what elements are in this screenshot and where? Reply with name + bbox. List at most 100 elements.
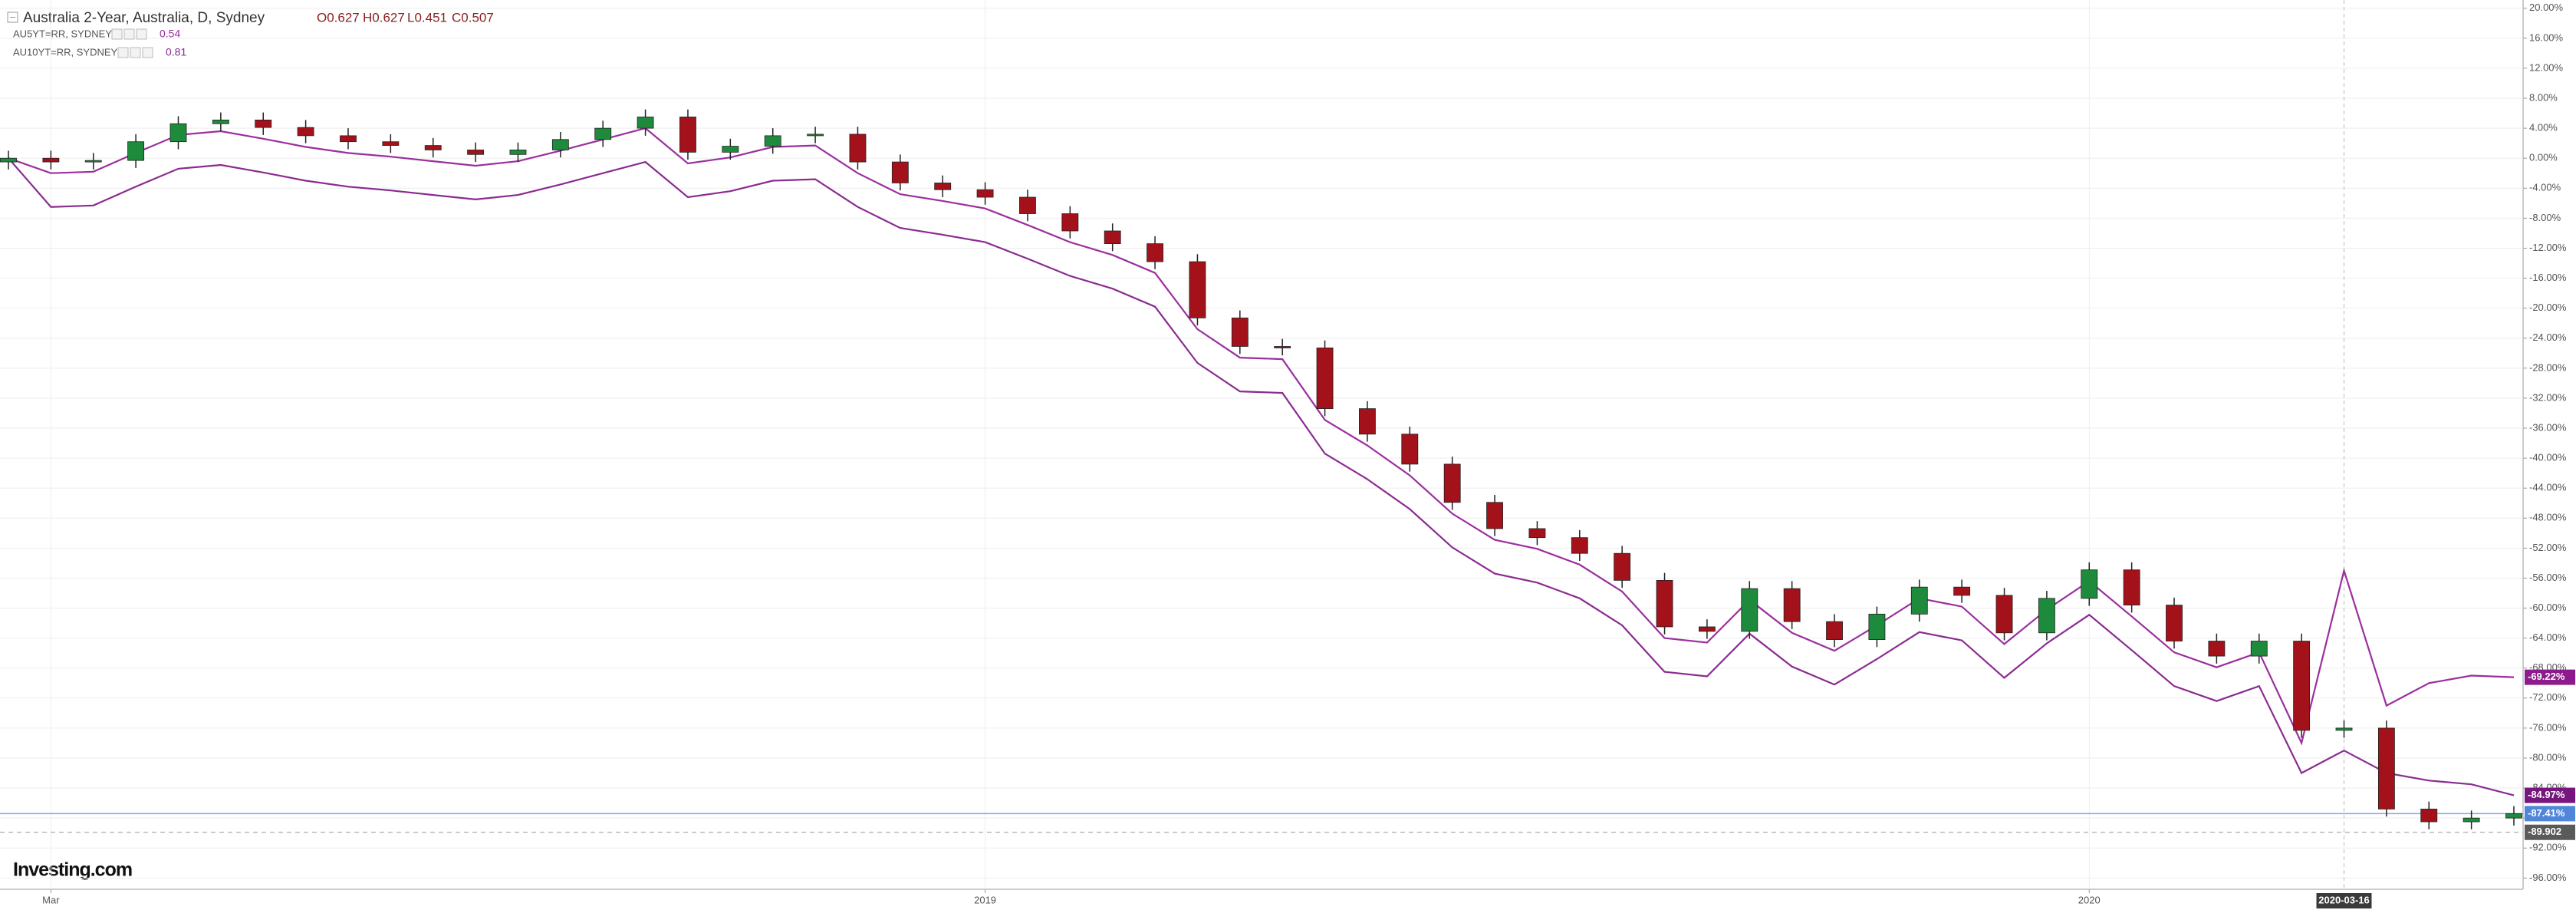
candle-body <box>2335 727 2353 731</box>
candle-body <box>1614 552 1631 581</box>
legend-icon <box>117 47 129 58</box>
candle-body <box>1019 196 1036 214</box>
y-tick-label: 0.00% <box>2529 152 2558 163</box>
candle-body <box>849 134 867 163</box>
candle-body <box>2166 605 2183 641</box>
reference-label: -89.902 <box>2528 826 2561 837</box>
y-tick-label: -4.00% <box>2529 182 2561 193</box>
legend-value: 0.54 <box>160 28 180 40</box>
series-last-label-box <box>2525 669 2575 685</box>
candle-body <box>1189 261 1206 318</box>
legend-icon <box>142 47 153 58</box>
y-tick-label: -12.00% <box>2529 242 2567 253</box>
candle-body <box>2377 727 2395 809</box>
candle-body <box>807 134 824 137</box>
y-tick-label: 16.00% <box>2529 31 2564 43</box>
y-tick-label: 20.00% <box>2529 2 2564 13</box>
candle-body <box>169 123 187 143</box>
ohlc-close: C0.507 <box>452 10 494 25</box>
y-tick-label: -16.00% <box>2529 272 2567 283</box>
y-tick-label: -56.00% <box>2529 572 2567 583</box>
y-tick-label: -92.00% <box>2529 842 2567 853</box>
y-tick-label: -8.00% <box>2529 212 2561 223</box>
candle-body <box>0 157 17 163</box>
y-tick-label: -32.00% <box>2529 391 2567 403</box>
candle-body <box>1910 586 1928 615</box>
crosshair-date-box <box>2316 893 2372 908</box>
legend-icon <box>123 28 135 40</box>
y-tick-label: -40.00% <box>2529 452 2567 463</box>
candle-body <box>467 150 485 155</box>
candle-body <box>976 189 994 198</box>
y-tick-label: -64.00% <box>2529 631 2567 643</box>
candle-body <box>1359 408 1376 435</box>
y-tick-label: -72.00% <box>2529 691 2567 703</box>
candle-body <box>637 117 654 129</box>
candle-body <box>1104 230 1121 245</box>
candle-body <box>722 146 739 153</box>
x-tick-label: 2020-03-16 <box>2318 894 2370 905</box>
candle-body <box>891 161 909 183</box>
candle-body <box>679 117 696 153</box>
candle-last-label-box <box>2525 806 2575 822</box>
candle-body <box>212 119 229 124</box>
y-tick-label: -36.00% <box>2529 421 2567 433</box>
candle-body <box>1231 317 1249 347</box>
candle-body <box>382 141 400 146</box>
collapse-icon[interactable] <box>7 12 18 23</box>
candle-body <box>1868 613 1886 640</box>
x-tick-label: 2019 <box>974 894 996 905</box>
logo[interactable]: Investing.com <box>13 859 133 881</box>
candle-body <box>1783 588 1801 622</box>
y-tick-label: 4.00% <box>2529 122 2558 134</box>
grid <box>0 0 2523 889</box>
candle-body <box>1953 586 1971 596</box>
legend-name: AU10YT=RR, SYDNEY <box>13 46 118 58</box>
legend-icon <box>111 28 123 40</box>
legend-value: 0.81 <box>166 46 186 58</box>
series-line <box>8 157 2515 796</box>
ohlc-low: L0.451 <box>407 10 447 25</box>
y-tick-label: -20.00% <box>2529 302 2567 313</box>
series-last-label: -69.22% <box>2528 671 2565 682</box>
candle-body <box>1443 463 1461 503</box>
ohlc-open: O0.627 <box>317 10 360 25</box>
candle-body <box>764 135 781 147</box>
series-last-label-box <box>2525 787 2575 803</box>
x-tick-label: Mar <box>42 894 60 905</box>
candle-body <box>1147 243 1163 262</box>
candle-body <box>509 150 527 155</box>
y-tick-label: -76.00% <box>2529 721 2567 733</box>
candle-body <box>2038 598 2055 634</box>
candle-body <box>127 141 145 161</box>
candle-body <box>1486 502 1503 529</box>
y-tick-label: -24.00% <box>2529 331 2567 343</box>
candle-body <box>1316 348 1334 409</box>
y-tick-label: -80.00% <box>2529 751 2567 763</box>
legend-icon <box>130 47 141 58</box>
candle-body <box>1274 346 1291 348</box>
candle-body <box>297 127 314 137</box>
candle-body <box>594 127 612 140</box>
candle-last-label: -87.41% <box>2528 807 2565 819</box>
y-tick-label: -48.00% <box>2529 512 2567 523</box>
chart-title: Australia 2-Year, Australia, D, Sydney <box>23 10 265 26</box>
candle-body <box>1995 595 2013 634</box>
candle-body <box>2420 809 2438 823</box>
series-last-label: -84.97% <box>2528 789 2565 800</box>
ohlc-high: H0.627 <box>363 10 405 25</box>
y-tick-label: 8.00% <box>2529 91 2558 103</box>
candle-body <box>1698 626 1716 632</box>
candle-body <box>2293 641 2311 731</box>
candle-body <box>1741 588 1758 632</box>
candle-body <box>2505 813 2522 819</box>
candle-body <box>2250 641 2268 657</box>
candle-body <box>42 157 60 163</box>
candle-body <box>1571 537 1588 554</box>
y-tick-label: -96.00% <box>2529 872 2567 883</box>
x-tick-label: 2020 <box>2078 894 2101 905</box>
y-tick-label: -44.00% <box>2529 482 2567 493</box>
candle-body <box>2123 569 2140 606</box>
